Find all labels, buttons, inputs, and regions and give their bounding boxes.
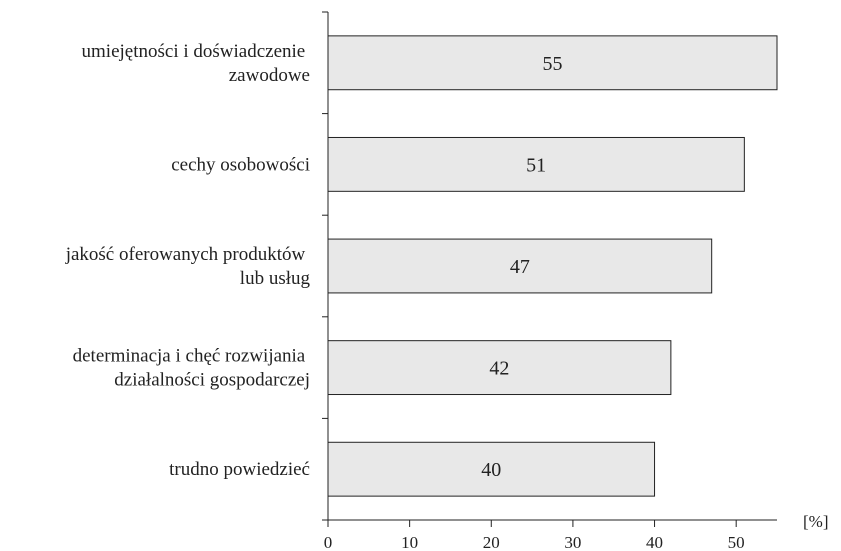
value-label: 40	[481, 459, 501, 481]
value-label: 47	[510, 256, 530, 278]
value-label: 55	[543, 53, 563, 75]
x-tick-label: 50	[728, 533, 745, 551]
x-tick-label: 0	[324, 533, 333, 551]
bar	[327, 238, 713, 294]
x-tick-label: 20	[483, 533, 500, 551]
category-label: cechy osobowości	[171, 154, 310, 175]
x-tick-label: 10	[401, 533, 418, 551]
bar	[327, 340, 672, 396]
value-label: 42	[489, 358, 509, 380]
bar	[327, 136, 745, 192]
bar	[327, 441, 656, 497]
category-label: umiejętności i doświadczenie zawodowe	[82, 41, 310, 86]
x-tick-label: 40	[646, 533, 663, 551]
x-tick-label: 30	[564, 533, 581, 551]
value-label: 51	[526, 154, 546, 176]
bar	[327, 35, 778, 91]
category-label: trudno powiedzieć	[169, 459, 310, 480]
category-label: jakość oferowanych produktów lub usług	[65, 244, 311, 289]
x-axis-label: [%]	[803, 512, 828, 531]
category-label: determinacja i chęć rozwijania działalno…	[73, 346, 310, 391]
